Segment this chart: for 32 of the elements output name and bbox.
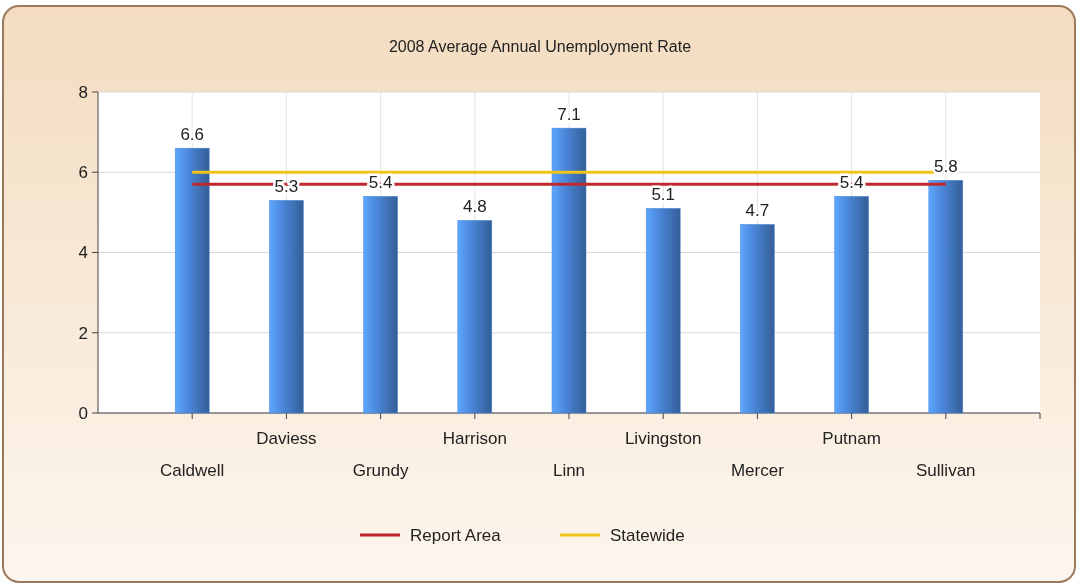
x-tick-label: Livingston (624, 429, 702, 448)
y-tick-label: 6 (78, 163, 88, 183)
bar (834, 196, 869, 414)
data-label: 5.1 (651, 185, 676, 205)
data-label: 7.1 (557, 105, 581, 125)
x-tick-label: Caldwell (160, 461, 225, 480)
x-tick-label: Putnam (822, 429, 881, 448)
x-tick-label: Grundy (352, 461, 409, 480)
y-tick-label: 8 (78, 82, 88, 102)
chart-title: 2008 Average Annual Unemployment Rate (388, 38, 692, 55)
data-label: 4.8 (462, 197, 487, 217)
bar (551, 127, 587, 414)
bar (363, 196, 398, 414)
x-tick-label: Daviess (256, 429, 317, 448)
x-tick-label: Harrison (442, 429, 507, 448)
bar (928, 180, 964, 414)
x-tick-label: Mercer (730, 461, 785, 480)
y-tick-label: 2 (78, 323, 88, 343)
legend-label: Report Area (410, 525, 502, 545)
x-tick-label: Sullivan (916, 461, 976, 480)
data-label: 5.8 (933, 157, 958, 177)
bar (740, 224, 775, 414)
bar (457, 220, 493, 414)
legend-label: Statewide (610, 525, 685, 545)
y-tick-label: 4 (78, 243, 88, 263)
y-tick-label: 0 (78, 403, 88, 423)
data-label: 6.6 (180, 125, 205, 145)
x-tick-label: Linn (552, 461, 586, 480)
bar (645, 208, 681, 414)
bar (174, 147, 210, 414)
bar (269, 200, 304, 414)
data-label: 4.7 (745, 201, 770, 221)
